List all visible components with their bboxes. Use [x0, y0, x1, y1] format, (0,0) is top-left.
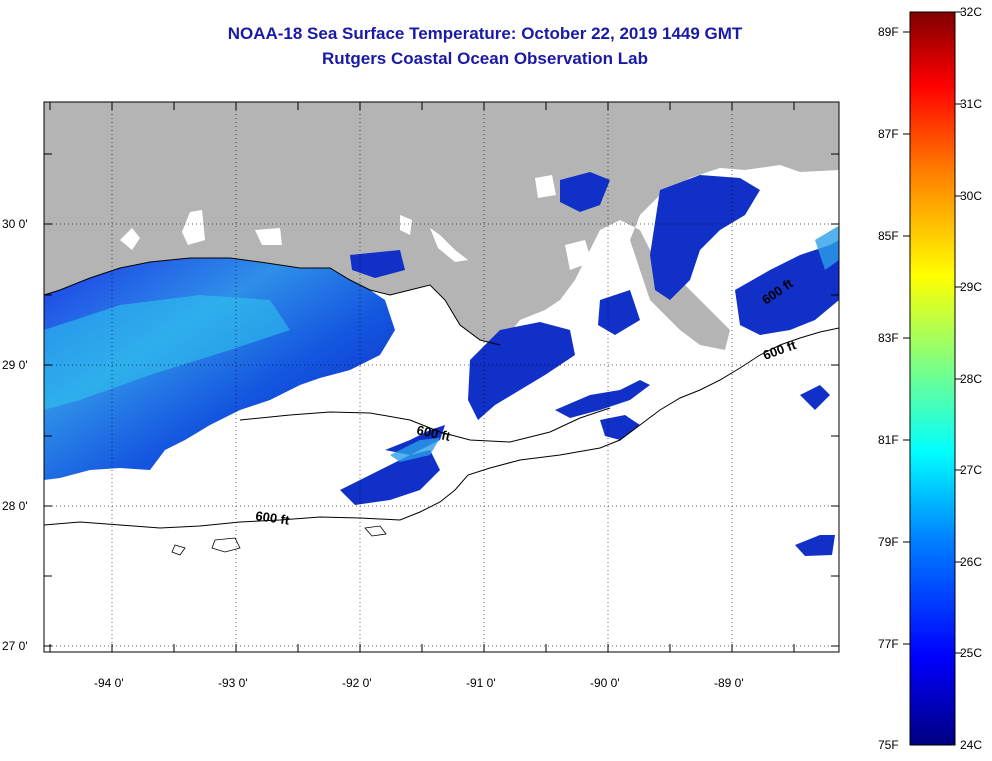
lon-label: -92 0'	[342, 676, 372, 690]
lat-label: 29 0'	[2, 358, 28, 372]
lat-label: 30 0'	[2, 217, 28, 231]
colorbar-c-label: 27C	[960, 463, 983, 477]
contour-label: 600 ft	[255, 508, 291, 528]
colorbar-f-label: 83F	[878, 331, 899, 345]
colorbar-c-label: 32C	[960, 5, 983, 19]
depth-contour	[44, 327, 839, 529]
colorbar-f-label: 75F	[878, 738, 899, 752]
map-subtitle: Rutgers Coastal Ocean Observation Lab	[322, 49, 648, 68]
colorbar-f-label: 89F	[878, 25, 899, 39]
lon-label: -90 0'	[590, 676, 620, 690]
colorbar-c-label: 25C	[960, 646, 983, 660]
colorbar-c-label: 26C	[960, 555, 983, 569]
map-title: NOAA-18 Sea Surface Temperature: October…	[227, 24, 743, 43]
lon-label: -94 0'	[94, 676, 124, 690]
contour-label: 600 ft	[415, 422, 452, 444]
lat-label: 28 0'	[2, 499, 28, 513]
colorbar-f-label: 79F	[878, 535, 899, 549]
colorbar-c-label: 28C	[960, 372, 983, 386]
colorbar-f-label: 87F	[878, 127, 899, 141]
colorbar-f-label: 81F	[878, 433, 899, 447]
colorbar-f-label: 85F	[878, 229, 899, 243]
map-frame	[43, 101, 840, 653]
colorbar-c-label: 31C	[960, 97, 983, 111]
land-area	[44, 102, 839, 350]
lat-label: 27 0'	[2, 639, 28, 653]
colorbar-c-label: 30C	[960, 189, 983, 203]
colorbar-c-label: 29C	[960, 280, 983, 294]
colorbar-c-label: 24C	[960, 738, 983, 752]
lon-label: -89 0'	[714, 676, 744, 690]
temperature-colorbar	[909, 11, 956, 746]
colorbar-f-label: 77F	[878, 637, 899, 651]
lon-label: -91 0'	[466, 676, 496, 690]
lon-label: -93 0'	[218, 676, 248, 690]
